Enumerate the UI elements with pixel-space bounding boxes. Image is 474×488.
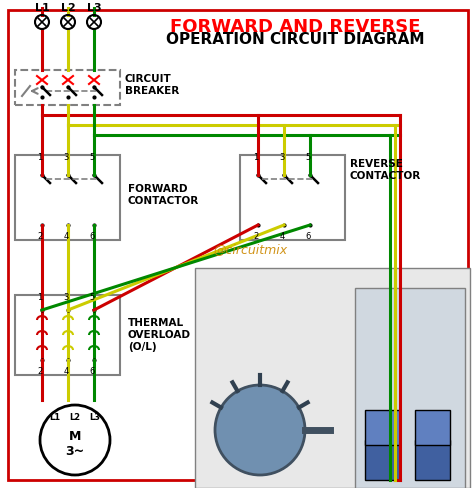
Text: 4: 4 — [64, 232, 69, 241]
Text: 6: 6 — [89, 367, 95, 376]
Text: L1: L1 — [49, 413, 61, 422]
Text: 2: 2 — [254, 232, 259, 241]
Text: 1: 1 — [254, 153, 259, 162]
Text: @circuitmix: @circuitmix — [213, 244, 287, 257]
Text: 5: 5 — [305, 153, 310, 162]
Text: L2: L2 — [61, 3, 75, 13]
Text: THERMAL
OVERLOAD
(O/L): THERMAL OVERLOAD (O/L) — [128, 318, 191, 351]
Text: FORWARD
CONTACTOR: FORWARD CONTACTOR — [128, 184, 199, 206]
Bar — [415, 440, 450, 480]
Text: 2: 2 — [37, 232, 43, 241]
Text: 2: 2 — [37, 367, 43, 376]
Text: REVERSE
CONTACTOR: REVERSE CONTACTOR — [350, 159, 421, 181]
Text: 1: 1 — [37, 293, 43, 302]
Text: M
3~: M 3~ — [65, 430, 85, 458]
Text: L2: L2 — [69, 413, 81, 422]
Bar — [415, 410, 450, 445]
Bar — [365, 410, 400, 445]
Bar — [365, 440, 400, 480]
Text: 1: 1 — [37, 153, 43, 162]
Bar — [15, 155, 120, 240]
Text: 5: 5 — [90, 153, 95, 162]
Bar — [15, 295, 120, 375]
Bar — [240, 155, 345, 240]
Circle shape — [215, 385, 305, 475]
Text: 4: 4 — [64, 367, 69, 376]
Text: L3: L3 — [87, 3, 101, 13]
Text: L3: L3 — [90, 413, 100, 422]
Text: 3: 3 — [279, 153, 285, 162]
Text: FORWARD AND REVERSE: FORWARD AND REVERSE — [170, 18, 420, 36]
Text: 3: 3 — [64, 293, 69, 302]
Text: 6: 6 — [305, 232, 310, 241]
Bar — [355, 288, 465, 488]
Text: 6: 6 — [89, 232, 95, 241]
Text: 5: 5 — [90, 293, 95, 302]
Text: OPERATION CIRCUIT DIAGRAM: OPERATION CIRCUIT DIAGRAM — [166, 32, 424, 47]
Text: L1: L1 — [35, 3, 49, 13]
Text: CIRCUIT
BREAKER: CIRCUIT BREAKER — [125, 74, 179, 96]
Bar — [195, 268, 470, 488]
Bar — [15, 70, 120, 105]
Text: 3: 3 — [64, 153, 69, 162]
Text: 4: 4 — [279, 232, 284, 241]
